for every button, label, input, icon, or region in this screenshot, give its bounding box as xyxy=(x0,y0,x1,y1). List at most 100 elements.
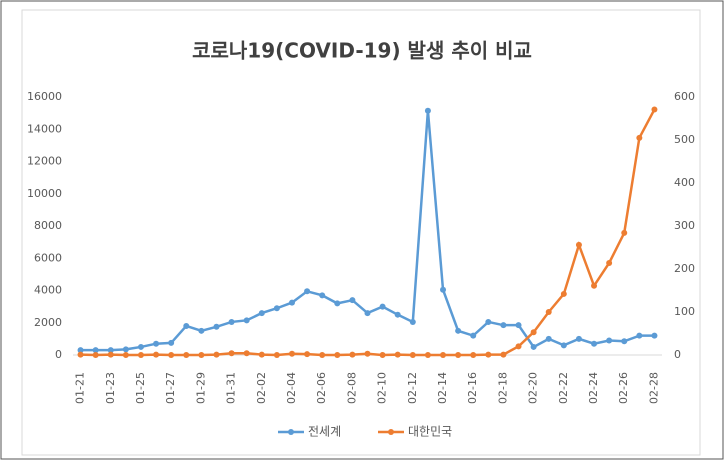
series-marker xyxy=(258,310,265,317)
series-marker xyxy=(636,332,643,339)
series-marker xyxy=(500,322,507,329)
series-marker xyxy=(485,351,492,358)
series-marker xyxy=(440,286,447,293)
series-marker xyxy=(364,310,371,317)
y2-tick-label: 500 xyxy=(674,133,695,146)
series-marker xyxy=(107,351,114,358)
series-marker xyxy=(636,134,643,141)
x-tick-label: 02-14 xyxy=(436,372,449,404)
y-tick-label: 0 xyxy=(55,348,62,361)
series-marker xyxy=(183,352,190,358)
x-tick-label: 01-29 xyxy=(194,372,207,404)
series-marker xyxy=(379,303,386,310)
chart-title: 코로나19(COVID-19) 발생 추이 비교 xyxy=(192,39,532,63)
y2-tick-label: 200 xyxy=(674,262,695,275)
series-marker xyxy=(228,350,235,357)
y-tick-label: 4000 xyxy=(34,284,62,297)
series-marker xyxy=(621,338,628,345)
chart-frame xyxy=(21,9,701,456)
series-marker xyxy=(440,352,447,358)
series-marker xyxy=(153,351,160,358)
y2-tick-label: 400 xyxy=(674,176,695,189)
series-marker xyxy=(364,350,371,357)
series-marker xyxy=(455,352,462,358)
series-marker xyxy=(243,317,250,324)
x-tick-label: 02-28 xyxy=(647,372,660,404)
x-tick-label: 02-06 xyxy=(315,372,328,404)
y-tick-label: 14000 xyxy=(27,122,62,135)
series-marker xyxy=(591,340,598,347)
series-marker xyxy=(107,347,114,354)
series-marker xyxy=(92,352,99,358)
series-marker xyxy=(168,339,175,346)
x-tick-label: 01-31 xyxy=(225,372,238,404)
series-marker xyxy=(92,347,99,354)
series-marker xyxy=(349,351,356,358)
x-tick-label: 01-23 xyxy=(104,372,117,404)
y-tick-label: 12000 xyxy=(27,155,62,168)
x-tick-label: 02-04 xyxy=(285,372,298,404)
series-marker xyxy=(530,343,537,350)
series-marker xyxy=(651,332,658,339)
x-tick-label: 02-24 xyxy=(587,372,600,404)
series-marker xyxy=(424,352,431,358)
series-marker xyxy=(394,311,401,318)
series-marker xyxy=(409,318,416,325)
series-marker xyxy=(334,300,341,307)
y2-tick-label: 300 xyxy=(674,219,695,232)
series-marker xyxy=(575,335,582,342)
series-marker xyxy=(137,352,144,358)
series-marker xyxy=(606,259,613,266)
y-tick-label: 10000 xyxy=(27,187,62,200)
series-marker xyxy=(606,337,613,344)
series-marker xyxy=(545,309,552,315)
series-marker xyxy=(560,342,567,349)
y2-tick-label: 100 xyxy=(674,305,695,318)
series-marker xyxy=(470,352,477,358)
series-marker xyxy=(273,352,280,358)
series-marker xyxy=(545,335,552,342)
series-marker xyxy=(500,351,507,358)
x-tick-label: 02-26 xyxy=(617,372,630,404)
series-marker xyxy=(485,318,492,325)
series-marker xyxy=(304,351,311,358)
series-marker xyxy=(651,106,658,113)
y-tick-label: 2000 xyxy=(34,316,62,329)
series-marker xyxy=(137,343,144,350)
x-tick-label: 01-21 xyxy=(74,372,87,404)
series-marker xyxy=(379,352,386,358)
series-marker xyxy=(198,352,205,358)
series-marker xyxy=(530,329,537,336)
x-tick-label: 02-08 xyxy=(345,372,358,404)
x-tick-label: 01-25 xyxy=(134,372,147,404)
x-tick-label: 02-02 xyxy=(255,372,268,404)
y2-tick-label: 600 xyxy=(674,90,695,103)
series-marker xyxy=(621,229,628,236)
series-marker xyxy=(349,297,356,304)
legend-marker xyxy=(388,429,394,435)
series-marker xyxy=(77,351,84,358)
series-marker xyxy=(424,107,431,114)
series-marker xyxy=(515,322,522,329)
series-marker xyxy=(273,305,280,312)
y-tick-label: 6000 xyxy=(34,251,62,264)
series-marker xyxy=(168,352,175,358)
series-marker xyxy=(213,323,220,330)
x-tick-label: 02-12 xyxy=(406,372,419,404)
series-marker xyxy=(228,318,235,325)
series-marker xyxy=(560,290,567,297)
series-marker xyxy=(258,351,265,358)
series-marker xyxy=(515,343,522,350)
legend-label: 대한민국 xyxy=(408,425,452,439)
series-marker xyxy=(394,351,401,358)
series-marker xyxy=(575,241,582,248)
y-tick-label: 16000 xyxy=(27,90,62,103)
series-marker xyxy=(470,332,477,339)
series-marker xyxy=(288,350,295,357)
x-tick-label: 01-27 xyxy=(164,372,177,404)
series-marker xyxy=(198,327,205,334)
series-marker xyxy=(334,352,341,358)
series-marker xyxy=(243,350,250,357)
x-tick-label: 02-10 xyxy=(376,372,389,404)
